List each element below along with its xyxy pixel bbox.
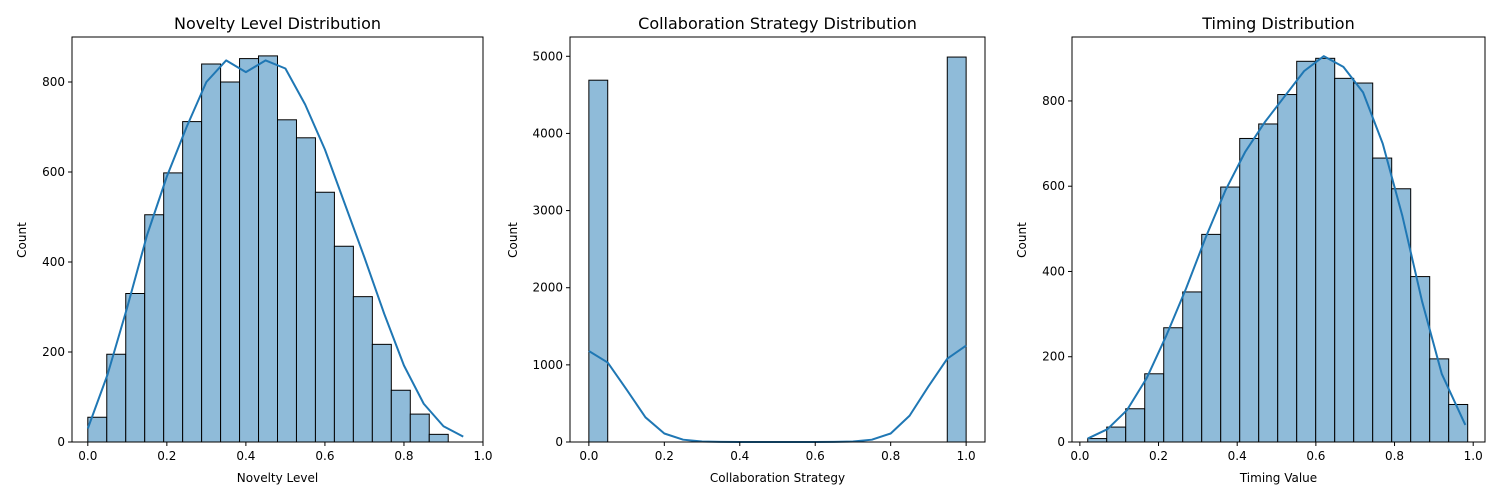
y-tick-label: 200: [42, 345, 65, 359]
y-tick-label: 1000: [532, 358, 563, 372]
histogram-bar: [220, 81, 241, 443]
bars: [1087, 57, 1469, 443]
histogram-bar: [1429, 358, 1450, 443]
histogram-bar: [239, 58, 260, 443]
histogram-bar: [1258, 123, 1279, 443]
x-tick-label: 0.0: [1070, 449, 1089, 463]
y-tick-label: 5000: [532, 49, 563, 63]
histogram-bar: [277, 119, 297, 443]
histogram-bar: [1296, 60, 1317, 443]
x-tick-label: 0.6: [1306, 449, 1325, 463]
y-tick-label: 0: [1057, 435, 1065, 449]
x-tick-label: 0.8: [1385, 449, 1404, 463]
y-tick-label: 3000: [532, 204, 563, 218]
histogram-bar: [1182, 291, 1203, 443]
x-tick-label: 0.4: [730, 449, 749, 463]
histogram-bar: [201, 63, 222, 443]
histogram-bar: [1106, 426, 1127, 443]
x-tick-label: 1.0: [957, 449, 976, 463]
histogram-bar: [409, 413, 430, 443]
chart-title: Timing Distribution: [1201, 14, 1354, 33]
y-tick-label: 400: [1042, 264, 1065, 278]
histogram-bar: [371, 343, 392, 443]
x-axis-label: Novelty Level: [237, 471, 318, 485]
y-axis-label: Count: [506, 222, 520, 258]
histogram-bar: [258, 55, 278, 443]
y-tick-label: 2000: [532, 281, 563, 295]
histogram-bar: [1144, 373, 1165, 443]
axes-frame: [71, 36, 484, 443]
y-tick-label: 4000: [532, 126, 563, 140]
y-tick-label: 800: [42, 75, 65, 89]
x-axis-label: Timing Value: [1239, 471, 1317, 485]
histogram-bar: [1125, 408, 1146, 443]
y-tick-label: 400: [42, 255, 65, 269]
histogram-bar: [1239, 137, 1260, 443]
kde-line: [588, 344, 967, 443]
y-tick-label: 800: [1042, 94, 1065, 108]
y-tick-label: 600: [1042, 179, 1065, 193]
bars: [87, 55, 449, 443]
axes-frame: [569, 36, 986, 443]
x-tick-label: 1.0: [473, 449, 492, 463]
histogram-bar: [144, 214, 165, 443]
histogram-bar: [1220, 186, 1241, 443]
histogram-bar: [1391, 188, 1412, 443]
histogram-bar: [1410, 276, 1431, 443]
x-tick-label: 0.4: [1228, 449, 1247, 463]
kde-line: [86, 59, 464, 438]
y-tick-label: 600: [42, 165, 65, 179]
x-tick-label: 0.4: [236, 449, 255, 463]
histogram-bar: [352, 296, 373, 443]
chart-title: Collaboration Strategy Distribution: [638, 14, 917, 33]
x-tick-label: 0.2: [1149, 449, 1168, 463]
histogram-bar: [125, 293, 146, 443]
x-tick-label: 0.8: [394, 449, 413, 463]
histogram-bar: [1353, 82, 1374, 443]
x-tick-label: 0.8: [881, 449, 900, 463]
chart-title: Novelty Level Distribution: [174, 14, 381, 33]
bars: [588, 56, 967, 443]
histogram-bar: [428, 433, 449, 443]
histogram-timing: Timing Distribution Timing Value Count 0…: [1015, 14, 1486, 485]
histogram-bar: [1163, 327, 1184, 443]
y-tick-label: 0: [57, 435, 65, 449]
y-tick-label: 200: [1042, 350, 1065, 364]
histogram-collaboration-strategy: Collaboration Strategy Distribution Coll…: [506, 14, 986, 485]
histogram-bar: [1372, 157, 1393, 443]
histogram-novelty-level: Novelty Level Distribution Novelty Level…: [15, 14, 493, 485]
histogram-bar: [1201, 233, 1222, 443]
histogram-bar: [946, 56, 967, 443]
histogram-bar: [390, 389, 411, 443]
histogram-bar: [588, 79, 609, 443]
histogram-bar: [1087, 438, 1108, 443]
x-tick-label: 0.6: [806, 449, 825, 463]
histogram-bar: [182, 121, 203, 443]
histogram-bar: [333, 245, 354, 443]
x-tick-label: 1.0: [1464, 449, 1483, 463]
y-axis-label: Count: [1015, 222, 1029, 258]
x-tick-label: 0.0: [579, 449, 598, 463]
y-tick-label: 0: [555, 435, 563, 449]
histogram-bar: [295, 137, 316, 443]
histogram-bar: [1315, 57, 1336, 443]
axes-frame: [1071, 36, 1486, 443]
x-tick-label: 0.6: [315, 449, 334, 463]
x-tick-label: 0.0: [78, 449, 97, 463]
y-axis-label: Count: [15, 222, 29, 258]
x-axis-label: Collaboration Strategy: [710, 471, 845, 485]
histogram-bar: [1334, 77, 1355, 443]
histogram-bar: [314, 191, 335, 443]
histogram-bar: [1277, 94, 1298, 443]
histogram-bar: [163, 172, 184, 443]
kde-line: [1087, 55, 1467, 440]
x-tick-label: 0.2: [157, 449, 176, 463]
x-tick-label: 0.2: [655, 449, 674, 463]
